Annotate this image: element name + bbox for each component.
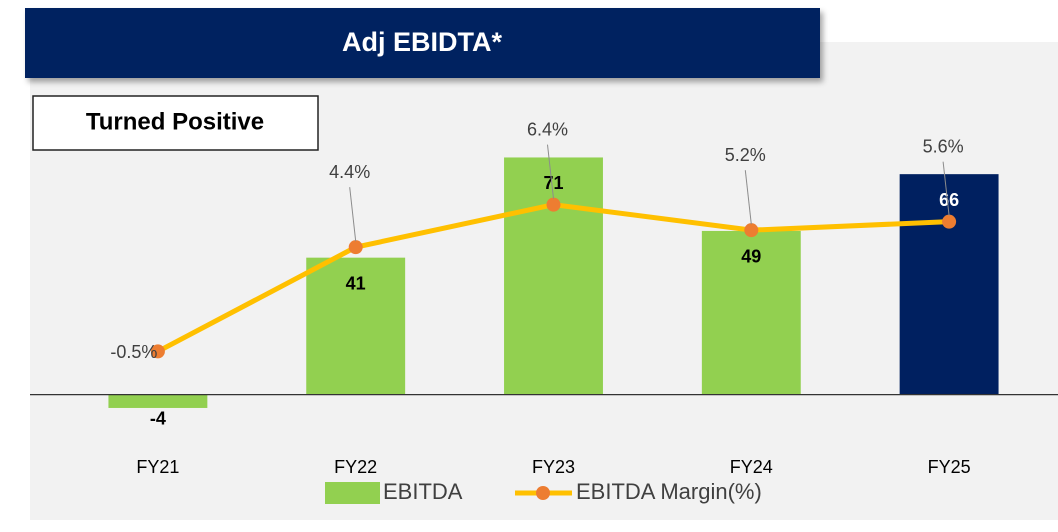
x-tick-label: FY22 xyxy=(334,457,377,477)
margin-label: 5.2% xyxy=(725,145,766,165)
margin-marker xyxy=(744,223,759,238)
x-tick-label: FY24 xyxy=(730,457,773,477)
leader-line xyxy=(547,144,554,199)
annotation-box xyxy=(32,95,319,151)
title-banner xyxy=(25,8,820,78)
leader-line xyxy=(942,161,950,216)
bar-value-label: -4 xyxy=(150,408,166,428)
x-tick-label: FY21 xyxy=(136,457,179,477)
annotation: Turned Positive xyxy=(86,108,264,135)
margin-marker xyxy=(348,240,363,255)
bar-value-label: 71 xyxy=(543,173,563,193)
bar xyxy=(306,257,406,395)
bar xyxy=(899,174,999,395)
chart-title: Adj EBIDTA* xyxy=(342,27,502,57)
bar-value-label: 41 xyxy=(346,273,366,293)
legend-label: EBITDA Margin(%) xyxy=(576,479,762,504)
bar-value-label: 49 xyxy=(741,247,761,267)
legend-marker xyxy=(536,486,550,500)
margin-marker xyxy=(546,197,561,212)
margin-marker xyxy=(942,214,957,229)
legend-swatch xyxy=(325,482,380,504)
margin-marker xyxy=(150,344,165,359)
bar xyxy=(108,394,208,408)
x-tick-label: FY25 xyxy=(928,457,971,477)
leader-line xyxy=(744,170,752,225)
bar-value-label: 66 xyxy=(939,190,959,210)
margin-label: 6.4% xyxy=(527,119,568,139)
bar xyxy=(701,230,801,395)
margin-label: -0.5% xyxy=(110,342,157,362)
margin-label: 5.6% xyxy=(923,136,964,156)
margin-label: 4.4% xyxy=(329,162,370,182)
legend-label: EBITDA xyxy=(383,479,463,504)
x-tick-label: FY23 xyxy=(532,457,575,477)
leader-line xyxy=(349,187,357,242)
